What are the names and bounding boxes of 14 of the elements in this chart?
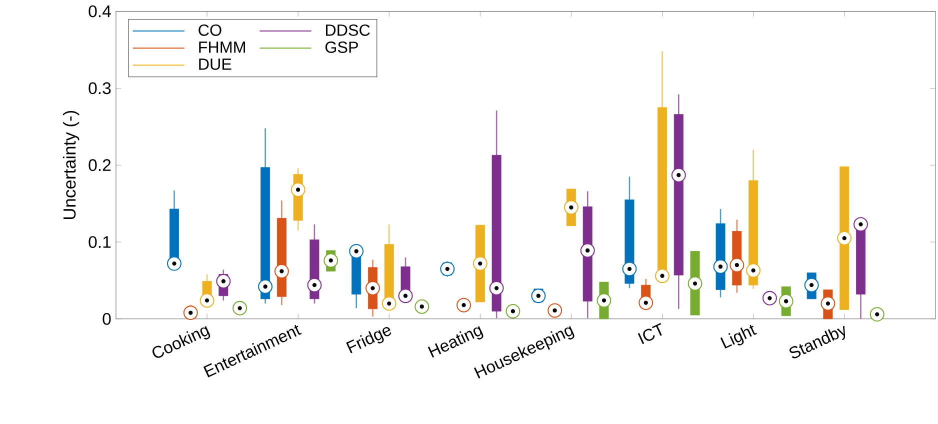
x-tick-label: ICT <box>638 323 662 344</box>
y-tick-label: 0.2 <box>88 159 111 172</box>
legend-label: CO <box>198 24 222 36</box>
legend-label: DUE <box>199 58 232 70</box>
legend-label: FHMM <box>199 42 245 53</box>
y-tick-label: 0.3 <box>88 82 111 94</box>
x-tick-label: Fridge <box>346 327 392 354</box>
x-tick-label: Light <box>720 324 757 349</box>
y-tick-label: 0.1 <box>88 236 111 248</box>
y-axis-title: Uncertainty (-) <box>62 111 80 220</box>
legend-label: GSP <box>325 42 358 54</box>
y-tick-label: 0.4 <box>88 6 111 18</box>
y-tick-label: 0 <box>102 313 111 326</box>
legend-label: DDSC <box>326 24 370 36</box>
